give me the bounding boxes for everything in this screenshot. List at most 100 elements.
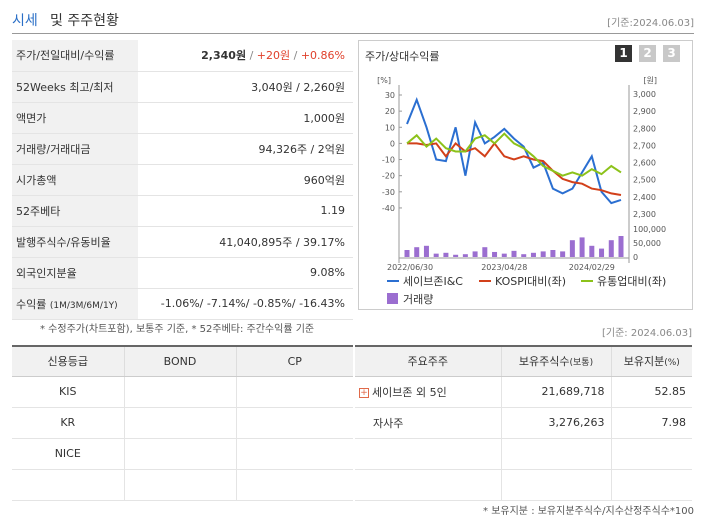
left-tick-label: 20: [385, 107, 395, 116]
shareholders-note: * 보유지분 : 보유지분주식수/지수산정주식수*100: [483, 506, 694, 517]
right-tick-label: 2,500: [633, 176, 656, 185]
volume-bar: [404, 250, 410, 257]
table-row: 52주베타 1.19: [12, 195, 353, 227]
row-value: 94,326주 / 2억원: [138, 133, 353, 165]
volume-bar: [521, 254, 527, 257]
table-row: 발행주식수/유동비율 41,040,895주 / 39.17%: [12, 226, 353, 258]
table-row: 시가총액 960억원: [12, 164, 353, 196]
legend-label: 세이브존I&C: [403, 275, 463, 288]
volume-bar: [530, 252, 536, 257]
table-row: KIS: [12, 376, 353, 408]
right-tick-label: 2,300: [633, 210, 656, 219]
base-date: [기준:2024.06.03]: [607, 18, 694, 29]
chart-tab-2[interactable]: 2: [639, 45, 656, 62]
credit-agency: NICE: [12, 438, 125, 470]
row-value: 960억원: [138, 164, 353, 196]
left-tick-label: 30: [385, 91, 395, 100]
right-tick-label: 2,800: [633, 124, 656, 133]
volume-bar: [579, 237, 585, 257]
right-tick-label: 2,600: [633, 159, 656, 168]
x-tick-label: 2023/04/28: [481, 263, 527, 272]
shareholder-name-cell: + 세이브존 외 5인: [355, 376, 502, 408]
table-row: [355, 469, 692, 501]
expand-icon[interactable]: +: [359, 387, 369, 398]
shareholders-date: [기준: 2024.06.03]: [601, 328, 692, 339]
shareholder-shares: 21,689,718: [501, 376, 612, 408]
volume-bar: [462, 254, 468, 257]
legend-label: 유통업대비(좌): [597, 275, 666, 288]
row-value: 2,340원 / +20원 / +0.86%: [138, 40, 353, 72]
row-value: 1,000원: [138, 102, 353, 134]
right-tick-label: 2,700: [633, 141, 656, 150]
left-tick-label: 0: [390, 139, 395, 148]
shareholder-name: 세이브존 외 5인: [372, 385, 447, 399]
right-tick-label: 3,000: [633, 90, 656, 99]
volume-bar: [618, 236, 624, 257]
col-header: 보유주식수(보통): [501, 346, 612, 377]
chart-tab-3[interactable]: 3: [663, 45, 680, 62]
table-row: [355, 438, 692, 470]
shareholder-pct: 7.98: [611, 407, 692, 439]
legend-label: 거래량: [403, 293, 433, 306]
right-tick-label: 2,400: [633, 193, 656, 202]
left-tick-label: -40: [382, 204, 395, 213]
shareholder-name: 자사주: [355, 407, 502, 439]
volume-bar: [423, 245, 429, 257]
series-line: [406, 96, 622, 205]
row-value: 9.08%: [138, 257, 353, 289]
legend-label: KOSPI대비(좌): [495, 275, 566, 288]
table-row: 자사주 3,276,263 7.98: [355, 407, 692, 439]
section-title-rest: 및 주주현황: [50, 13, 119, 29]
volume-bar: [560, 251, 566, 257]
volume-bar: [472, 251, 478, 257]
row-value: 3,040원 / 2,260원: [138, 71, 353, 103]
x-tick-label: 2022/06/30: [387, 263, 433, 272]
table-row: KR: [12, 407, 353, 439]
shareholders-table: 주요주주 보유주식수(보통) 보유지분(%) + 세이브존 외 5인 21,689…: [355, 345, 692, 501]
chart-title: 주가/상대수익률: [365, 50, 440, 63]
col-header: 보유지분(%): [611, 346, 692, 377]
left-tick-label: 10: [385, 123, 395, 132]
right-tick-label: 2,900: [633, 107, 656, 116]
row-value: 1.19: [138, 195, 353, 227]
row-label: 발행주식수/유동비율: [12, 226, 138, 258]
quote-note: * 수정주가(차트포함), 보통주 기준, * 52주베타: 주간수익률 기준: [40, 324, 315, 335]
volume-bar: [550, 250, 556, 257]
volume-bar: [540, 251, 546, 257]
table-row: 액면가 1,000원: [12, 102, 353, 134]
volume-bar: [569, 240, 575, 257]
col-header: BOND: [124, 346, 237, 377]
left-tick-label: -30: [382, 188, 395, 197]
row-label: 52Weeks 최고/최저: [12, 71, 138, 103]
row-value: 41,040,895주 / 39.17%: [138, 226, 353, 258]
legend-swatch: [387, 293, 398, 304]
left-tick-label: -20: [382, 172, 395, 181]
section-header: 시세 및 주주현황 [기준:2024.06.03]: [12, 8, 694, 34]
price-chart: [%] [원] 30 20 10 0 -10 -20 -30 -40 3,000 2,900 2,800…: [377, 76, 666, 306]
volume-bar: [443, 252, 449, 257]
col-header: 신용등급: [12, 346, 125, 377]
volume-bar: [589, 245, 595, 257]
x-tick-label: 2024/02/29: [569, 263, 615, 272]
row-label: 수익률 (1M/3M/6M/1Y): [12, 288, 138, 320]
chart-tab-1[interactable]: 1: [615, 45, 632, 62]
volume-bar: [414, 247, 420, 257]
volume-bar: [492, 251, 498, 257]
right-axis-unit: [원]: [643, 76, 657, 85]
table-row: NICE: [12, 438, 353, 470]
left-tick-label: -10: [382, 156, 395, 165]
credit-table: 신용등급 BOND CP KIS KR NICE: [12, 345, 353, 501]
volume-bar: [501, 253, 507, 257]
volume-bar: [599, 248, 605, 257]
row-label: 52주베타: [12, 195, 138, 227]
series-line: [406, 132, 622, 177]
credit-agency: KR: [12, 407, 125, 439]
table-row: + 세이브존 외 5인 21,689,718 52.85: [355, 376, 692, 408]
table-row: 주가/전일대비/수익률 2,340원 / +20원 / +0.86%: [12, 40, 353, 72]
table-row: [12, 469, 353, 501]
section-title-main: 시세: [12, 13, 38, 29]
series-line: [407, 141, 622, 196]
col-header: 주요주주: [355, 346, 502, 377]
table-row: 52Weeks 최고/최저 3,040원 / 2,260원: [12, 71, 353, 103]
